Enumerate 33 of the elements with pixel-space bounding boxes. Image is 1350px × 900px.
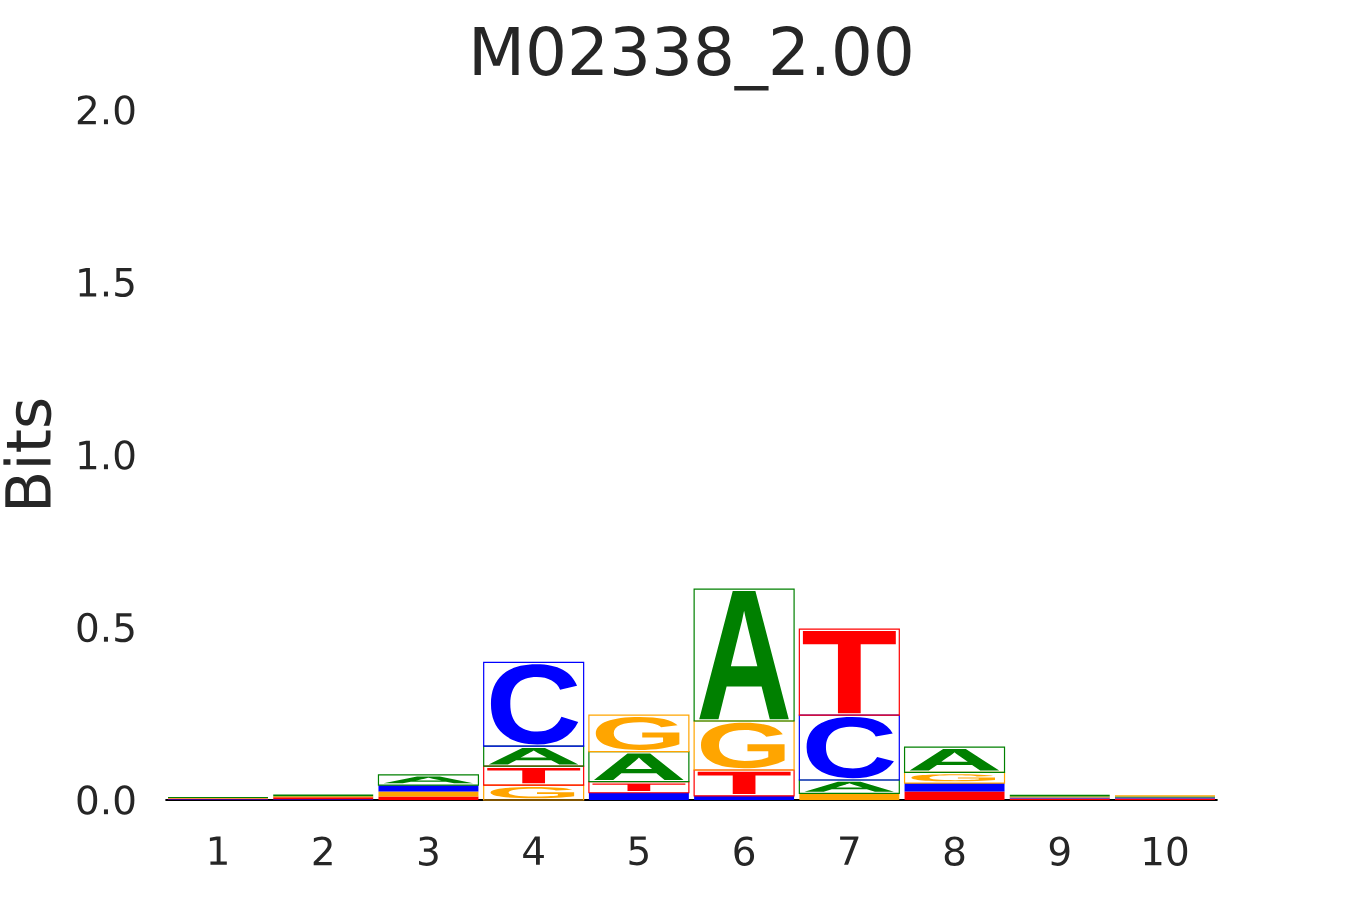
data-label: C xyxy=(806,716,894,779)
data-label: A xyxy=(699,590,789,720)
x-tick-label: 1 xyxy=(209,836,227,865)
x-tick-label: 3 xyxy=(419,836,438,866)
x-tick-label: 10 xyxy=(1144,836,1188,866)
data-label: A xyxy=(594,753,684,780)
x-tick-label: 2 xyxy=(313,836,332,866)
x-tick-label: 6 xyxy=(734,836,755,866)
y-axis-title: Bits xyxy=(3,399,52,508)
y-tick-label: 1.5 xyxy=(79,268,134,297)
data-label: G xyxy=(911,774,996,782)
y-tick-label: 2.0 xyxy=(77,95,135,125)
y-tick-label: 0.0 xyxy=(77,785,135,815)
data-label: A xyxy=(488,747,579,765)
x-tick-label: 9 xyxy=(1049,836,1070,866)
data-label: A xyxy=(804,781,894,792)
data-label: C xyxy=(490,664,579,745)
y-tick-label: 0.5 xyxy=(77,612,134,643)
data-label: A xyxy=(909,749,1000,771)
data-label: G xyxy=(595,716,680,750)
data-label: T xyxy=(802,631,896,714)
data-label: G xyxy=(701,722,785,769)
data-label: T xyxy=(487,767,581,784)
data-label: T xyxy=(697,771,791,795)
x-tick-label: 7 xyxy=(840,836,859,865)
chart-title: M02338_2.00 xyxy=(474,26,911,91)
x-tick-label: 5 xyxy=(629,836,648,866)
data-label: A xyxy=(383,776,474,784)
data-label: T xyxy=(592,783,686,791)
x-tick-label: 4 xyxy=(523,836,544,865)
y-tick-label: 1.0 xyxy=(79,440,135,470)
x-tick-label: 8 xyxy=(944,836,965,866)
data-label: G xyxy=(490,786,575,799)
